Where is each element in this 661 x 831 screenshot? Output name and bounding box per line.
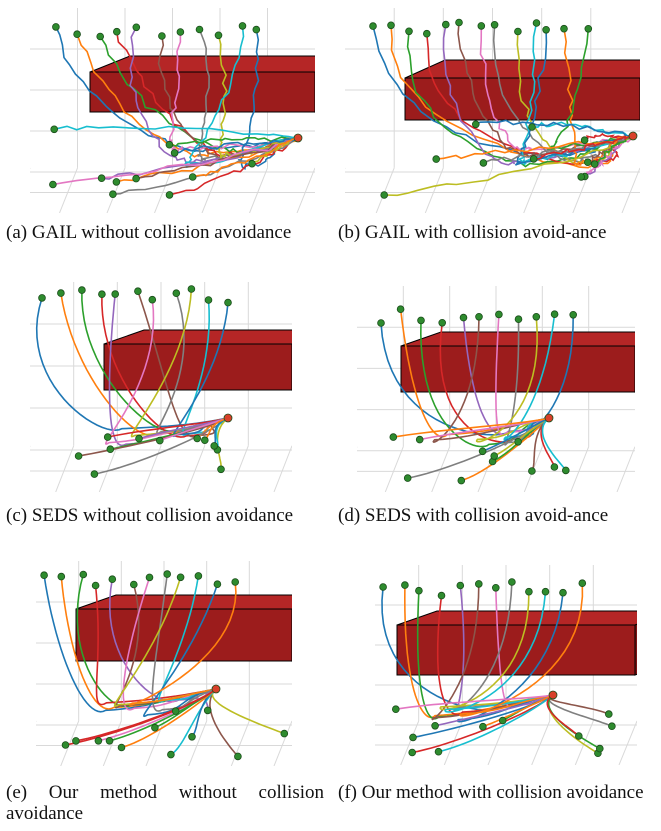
trajectory-path — [461, 417, 550, 482]
trajectory-path — [94, 585, 217, 706]
markers — [377, 305, 578, 485]
trajectory-path — [65, 688, 217, 746]
trajectory-path — [431, 583, 554, 721]
trajectory-path — [458, 583, 584, 717]
caption-a: (a) GAIL without collision avoidance — [6, 222, 292, 243]
caption-c: (c) SEDS without collision avoidance — [6, 505, 294, 526]
trajectory-path — [475, 119, 634, 137]
trajectory-path — [531, 417, 550, 472]
trajectory-path — [483, 135, 634, 164]
panel-a-plot — [30, 8, 315, 213]
caption-e: (e) Our method without collision avoidan… — [6, 782, 324, 824]
trajectory-path — [156, 292, 229, 435]
markers — [49, 22, 303, 199]
trajectory-path — [121, 688, 217, 749]
obstacle-slab — [75, 594, 292, 662]
trajectories — [381, 581, 613, 754]
trajectory-path — [482, 694, 554, 728]
trajectory-path — [191, 688, 217, 738]
trajectory-path — [170, 688, 217, 756]
trajectory-path — [217, 35, 299, 160]
trajectories — [52, 25, 299, 196]
markers — [40, 570, 289, 761]
trajectory-path — [129, 581, 237, 706]
trajectory-path — [168, 32, 299, 155]
trajectory-path — [169, 136, 299, 147]
panel-e-plot — [36, 561, 292, 766]
markers — [379, 578, 616, 758]
trajectory-path — [482, 417, 550, 453]
panel-c-plot — [30, 282, 292, 492]
trajectory-path — [438, 694, 554, 753]
trajectory-path — [493, 417, 550, 457]
trajectory-path — [393, 417, 550, 438]
obstacle-slab — [103, 329, 292, 391]
trajectory-path — [174, 137, 299, 154]
trajectory-path — [406, 31, 634, 168]
trajectory-path — [541, 417, 567, 471]
trajectory-path — [169, 137, 299, 196]
trajectory-path — [547, 694, 599, 754]
trajectory-path — [142, 583, 219, 718]
trajectory-path — [54, 125, 299, 139]
trajectory-path — [548, 694, 613, 727]
trajectory-path — [444, 591, 554, 713]
trajectory-path — [546, 694, 580, 737]
trajectory-path — [593, 135, 634, 166]
trajectory-path — [533, 134, 634, 161]
trajectory-path — [204, 417, 229, 441]
trajectory-path — [213, 417, 229, 447]
panel-b-plot — [345, 8, 640, 213]
caption-f: (f) Our method with collision avoidance — [338, 782, 644, 803]
panel-f-plot — [375, 565, 637, 765]
trajectory-path — [548, 694, 610, 715]
trajectory-path — [442, 24, 634, 166]
trajectory-path — [157, 575, 217, 703]
trajectory-path — [432, 316, 550, 443]
trajectories — [43, 573, 285, 757]
obstacle-slab — [404, 59, 640, 121]
trajectory-path — [531, 121, 634, 139]
trajectory-path — [192, 136, 299, 178]
trajectory-path — [159, 417, 229, 442]
caption-d: (d) SEDS with collision avoid-ance — [338, 505, 609, 526]
markers — [38, 285, 233, 478]
caption-b: (b) GAIL with collision avoid-ance — [338, 222, 607, 243]
obstacle-slab — [89, 55, 315, 113]
trajectory-path — [434, 694, 554, 727]
trajectory-path — [94, 417, 229, 475]
trajectory-path — [395, 694, 554, 710]
panel-d-plot — [357, 286, 635, 492]
grid — [36, 561, 292, 766]
markers — [369, 18, 638, 199]
obstacle-slab — [396, 610, 637, 676]
trajectories — [372, 22, 634, 197]
trajectory-path — [211, 688, 285, 735]
trajectories — [380, 309, 574, 482]
trajectory-path — [209, 688, 239, 757]
